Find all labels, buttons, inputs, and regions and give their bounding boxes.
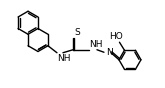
Text: N: N	[106, 48, 113, 57]
Text: NH: NH	[89, 40, 103, 49]
Text: NH: NH	[57, 54, 71, 63]
Text: S: S	[74, 28, 80, 37]
Text: HO: HO	[109, 32, 123, 41]
